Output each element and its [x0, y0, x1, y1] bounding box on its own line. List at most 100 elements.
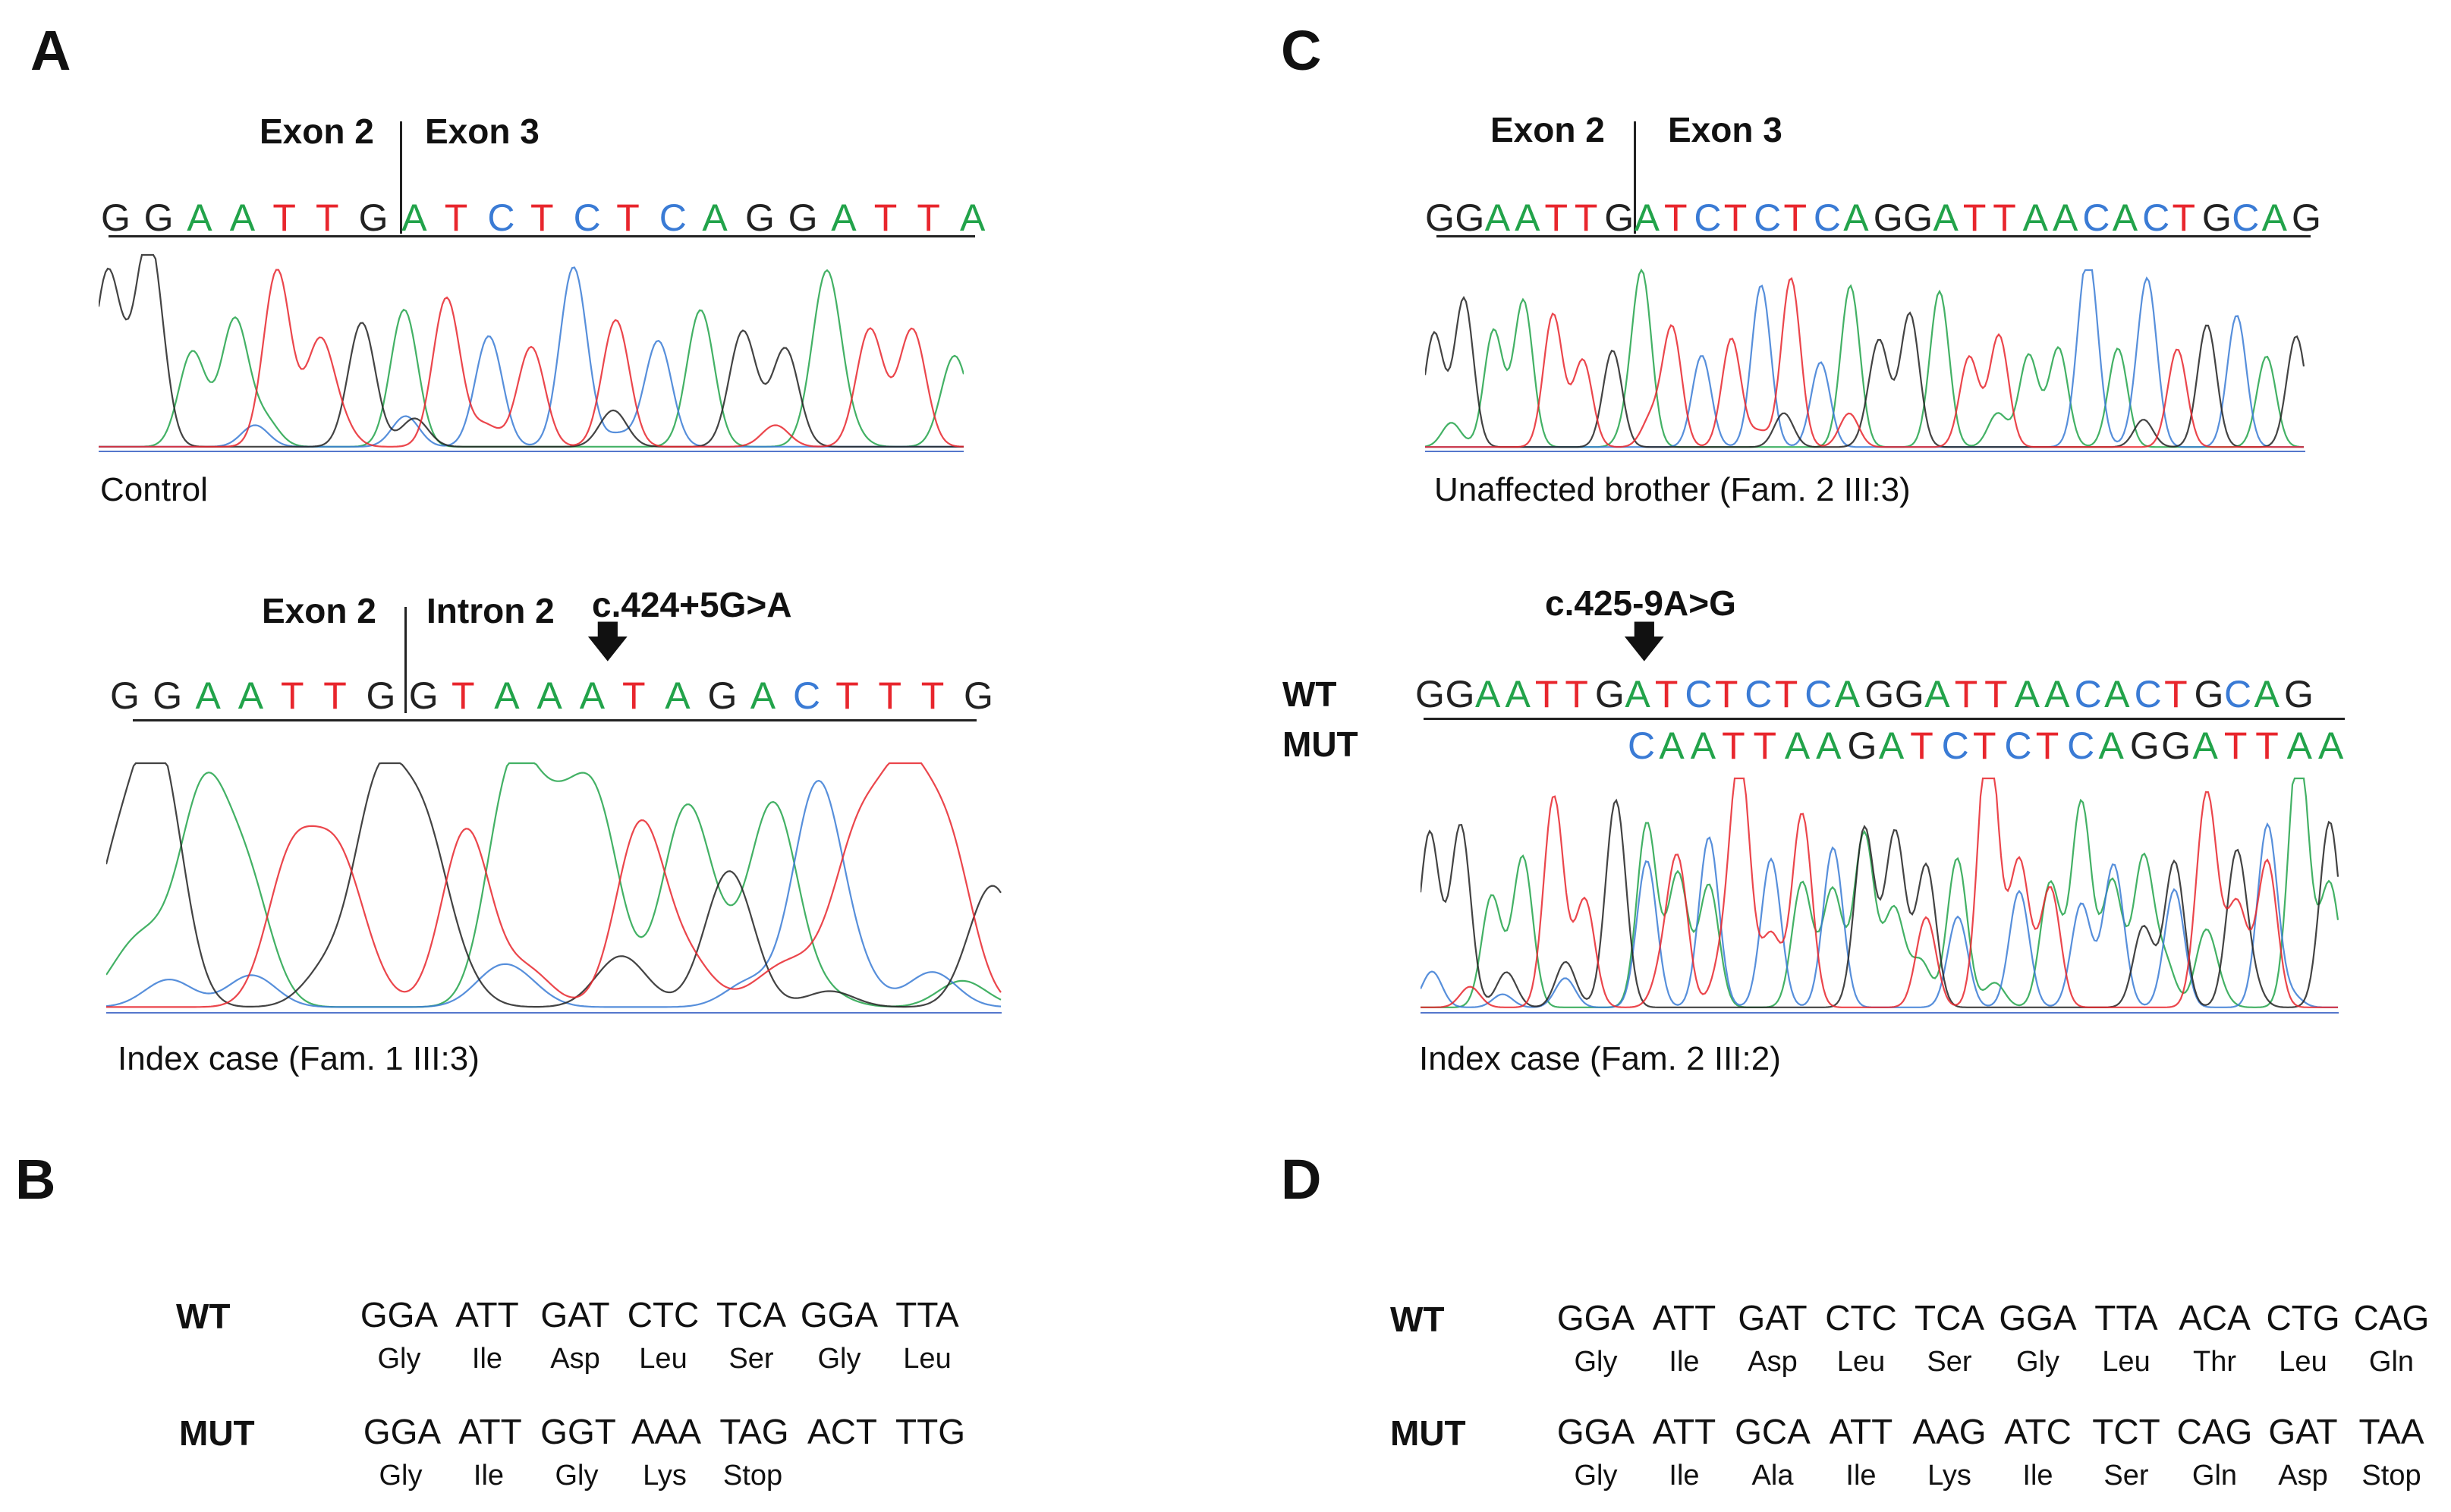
brother-sequence-base: A — [2261, 196, 2287, 239]
b-wt-codons-item: GGA — [800, 1295, 879, 1334]
control-sequence-base: A — [229, 196, 256, 239]
index-c-mut-sequence-base: T — [2223, 725, 2248, 767]
d-wt-aa-item: Leu — [2279, 1346, 2327, 1378]
index-c-mut-sequence-base: A — [1784, 725, 1811, 767]
d-wt-codons-item: GGA — [1999, 1298, 2077, 1338]
brother-sequence-base: A — [2022, 196, 2048, 239]
control-sequence-base: A — [401, 196, 427, 239]
d-wt-codons-item: ATT — [1652, 1298, 1716, 1338]
index-c-mut-sequence-base: T — [1973, 725, 1996, 767]
index-a-mutation-label: c.424+5G>A — [592, 585, 792, 624]
b-wt-codons-item: GGA — [360, 1295, 439, 1334]
index-c-wt-sequence-base: G — [1894, 673, 1924, 715]
d-wt-codons-item: CTC — [1825, 1298, 1897, 1338]
b-mut-aa-item: Ile — [473, 1460, 505, 1492]
d-mut-label: MUT — [1390, 1413, 1466, 1453]
b-wt-codons-item: TCA — [716, 1295, 786, 1334]
d-wt-aa-item: Gly — [2016, 1346, 2059, 1378]
index-a-sequence-base: G — [153, 674, 183, 717]
control-sequence-base: T — [444, 196, 468, 239]
index-c-mut-sequence-base: G — [2129, 725, 2160, 767]
index-c-mutation-arrow-icon: 🡇 — [1622, 618, 1666, 665]
b-wt-aa-item: Ser — [728, 1343, 774, 1375]
d-mut-codons-item: ATC — [2004, 1412, 2072, 1451]
index-a-sequence-base: G — [964, 674, 993, 717]
index-c-mut-sequence-base: A — [1816, 725, 1842, 767]
trace-C-channel — [99, 266, 964, 448]
index-a-sequence-base: A — [665, 674, 691, 717]
d-mut-codons-item: GGA — [1556, 1412, 1635, 1451]
index-a-sequence-base: T — [622, 674, 646, 717]
d-wt-aa-item: Ser — [1927, 1346, 1972, 1378]
d-mut-aa-item: Asp — [2278, 1460, 2328, 1492]
d-mut-codons-item: TCT — [2092, 1412, 2160, 1451]
brother-sequence-base: A — [1843, 196, 1869, 239]
index-a-sequence-base: T — [878, 674, 902, 717]
brother-sequence-base: G — [1455, 196, 1485, 239]
index-c-sequence-underline — [1424, 718, 2345, 720]
d-wt-codons-item: ACA — [2179, 1298, 2251, 1338]
index-c-wt-sequence-base: A — [2254, 673, 2280, 715]
d-wt-codons-item: CTG — [2266, 1298, 2340, 1338]
control-caption: Control — [100, 471, 208, 508]
panel-letter-a: A — [30, 19, 71, 82]
index-c-wt-sequence-base: A — [2044, 673, 2070, 715]
b-wt-aa-item: Asp — [550, 1343, 600, 1375]
index-c-wt-sequence-base: A — [1505, 673, 1531, 715]
index-c-wt-sequence-base: A — [1625, 673, 1650, 715]
d-mut-codons-item: GAT — [2268, 1412, 2338, 1451]
index-c-wt-sequence-base: C — [2074, 673, 2102, 715]
panel-letter-b: B — [15, 1148, 56, 1211]
control-sequence-base: A — [960, 196, 986, 239]
brother-sequence-base: T — [1544, 196, 1568, 239]
control-sequence-base: G — [101, 196, 131, 239]
b-mut-aa-item: Lys — [643, 1460, 687, 1492]
control-sequence-base: T — [917, 196, 940, 239]
d-wt-aa-item: Ile — [1669, 1346, 1700, 1378]
index-c-wt-sequence-base: T — [1774, 673, 1798, 715]
index-a-sequence-base: G — [110, 674, 140, 717]
trace-C-channel — [106, 779, 1002, 1008]
trace-G-channel — [99, 253, 964, 448]
index-c-mut-sequence-base: A — [1878, 725, 1905, 767]
d-mut-codons-item: AAG — [1912, 1412, 1987, 1451]
brother-sequence-base: T — [1783, 196, 1808, 239]
brother-sequence-base: T — [1574, 196, 1598, 239]
control-sequence-base: T — [316, 196, 339, 239]
index-c-mut-sequence-base: T — [1753, 725, 1776, 767]
brother-sequence-base: T — [1993, 196, 2016, 239]
b-wt-aa-item: Gly — [377, 1343, 421, 1375]
index-a-sequence-base: G — [707, 674, 738, 717]
brother-sequence-base: C — [2082, 196, 2110, 239]
index-c-mut-sequence-base: T — [2035, 725, 2059, 767]
control-sequence-base: T — [530, 196, 554, 239]
brother-sequence-base: A — [1484, 196, 1511, 239]
trace-A-channel — [1425, 268, 2305, 448]
control-sequence-base: C — [659, 196, 687, 239]
brother-sequence-base: G — [2201, 196, 2232, 239]
brother-sequence-base: T — [1962, 196, 1987, 239]
brother-sequence-base: A — [1634, 196, 1660, 239]
trace-C-channel — [1425, 269, 2304, 448]
b-wt-aa-item: Ile — [471, 1343, 503, 1375]
b-mut-codons-item: TAG — [719, 1412, 789, 1451]
brother-sequence-base: C — [1754, 196, 1782, 239]
d-wt-codons-item: GGA — [1556, 1298, 1635, 1338]
trace-A-channel — [99, 269, 964, 448]
index-c-mut-sequence-base: T — [1722, 725, 1745, 767]
d-wt-aa-item: Leu — [1836, 1346, 1886, 1378]
index-a-exon-left-label: Exon 2 — [262, 591, 376, 630]
d-wt-aa-item: Gln — [2368, 1346, 2415, 1378]
panel-letter-d: D — [1281, 1148, 1322, 1211]
brother-sequence-base: A — [1515, 196, 1540, 239]
index-c-wt-sequence-base: G — [1864, 673, 1895, 715]
control-sequence-base: C — [573, 196, 601, 239]
index-c-mut-sequence-base: G — [1847, 725, 1877, 767]
index-c-wt-sequence-base: T — [1714, 673, 1738, 715]
control-sequence-base: G — [143, 196, 174, 239]
index-c-wt-sequence-base: A — [1924, 673, 1950, 715]
b-wt-codons-item: CTC — [627, 1295, 700, 1334]
control-exon-boundary-line — [400, 121, 402, 234]
brother-sequence-base: C — [1694, 196, 1722, 239]
b-mut-aa-item: Gly — [555, 1460, 599, 1492]
